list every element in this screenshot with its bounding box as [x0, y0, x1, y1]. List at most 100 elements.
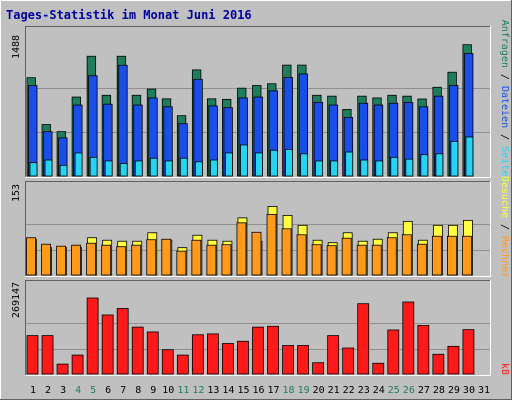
- day-label: 12: [192, 385, 204, 396]
- bar-rechner: [371, 244, 382, 276]
- bar-rechner: [281, 228, 292, 276]
- chart-title: Tages-Statistik im Monat Juni 2016: [6, 8, 252, 22]
- bar-seiten: [89, 156, 98, 177]
- bar-seiten: [330, 160, 339, 177]
- day-label: 11: [177, 385, 189, 396]
- panel-visits: [25, 181, 491, 277]
- day-label: 14: [222, 385, 234, 396]
- bar-seiten: [74, 152, 83, 177]
- legend-part: Rechner: [499, 236, 510, 278]
- bar-rechner: [131, 244, 142, 276]
- bar-seiten: [285, 148, 293, 177]
- bar-rechner: [161, 238, 172, 276]
- bar-rechner: [462, 235, 472, 276]
- day-label: 6: [105, 385, 111, 396]
- bar-rechner: [191, 239, 202, 276]
- legend-part: /: [499, 128, 510, 146]
- bar-seiten: [255, 152, 263, 177]
- bar-rechner: [416, 243, 427, 276]
- legend-requests-files-pages: Anfragen / Dateien / Seiten: [499, 20, 510, 183]
- bar-kb: [327, 335, 340, 375]
- bar-kb: [297, 345, 309, 375]
- bar-seiten: [119, 163, 128, 177]
- bar-rechner: [326, 245, 337, 276]
- bar-dateien: [118, 64, 128, 177]
- day-label: 20: [313, 385, 325, 396]
- bar-rechner: [146, 239, 157, 276]
- day-label: 21: [328, 385, 340, 396]
- panel-requests: [25, 26, 491, 178]
- legend-part: /: [499, 218, 510, 236]
- bar-seiten: [420, 154, 429, 177]
- bar-seiten: [209, 159, 218, 177]
- legend-part: Besuche: [499, 176, 510, 218]
- bar-rechner: [296, 234, 307, 276]
- legend-visits-hosts: Besuche / Rechner: [499, 176, 510, 278]
- day-label: 18: [283, 385, 295, 396]
- bar-seiten: [149, 157, 158, 177]
- day-label: 24: [373, 385, 385, 396]
- bar-seiten: [240, 144, 248, 177]
- day-label: 22: [343, 385, 355, 396]
- bar-rechner: [236, 222, 247, 276]
- day-label: 30: [463, 385, 475, 396]
- day-label: 4: [75, 385, 81, 396]
- bar-rechner: [56, 245, 66, 276]
- bar-rechner: [386, 237, 397, 276]
- bar-rechner: [341, 237, 352, 276]
- bar-seiten: [44, 159, 53, 177]
- day-label: 16: [252, 385, 264, 396]
- bar-rechner: [401, 234, 412, 276]
- bar-seiten: [360, 159, 369, 177]
- bar-kb: [372, 362, 385, 375]
- bar-kb: [342, 347, 355, 375]
- bar-rechner: [41, 243, 51, 276]
- legend-part: kB: [499, 363, 510, 375]
- legend-part: /: [499, 68, 510, 86]
- bar-seiten: [390, 156, 399, 177]
- bar-seiten: [405, 158, 414, 177]
- bar-kb: [101, 314, 114, 375]
- day-label: 29: [448, 385, 460, 396]
- bar-kb: [417, 325, 430, 375]
- bar-seiten: [345, 151, 354, 177]
- bar-rechner: [356, 244, 367, 276]
- day-label: 3: [60, 385, 66, 396]
- bar-seiten: [465, 136, 474, 177]
- day-label: 8: [135, 385, 141, 396]
- x-axis-day-labels: 1 2 3 4 5 6 7 8 9 10 11 12 13 14 15 16 17 18 19 20 21 22 23 24 2…: [30, 385, 490, 396]
- bar-kb: [237, 340, 249, 375]
- bar-kb: [131, 326, 144, 375]
- day-label: 15: [237, 385, 249, 396]
- bar-kb: [357, 303, 370, 375]
- bar-kb: [447, 345, 460, 375]
- day-label: 5: [90, 385, 96, 396]
- bar-kb: [462, 329, 475, 375]
- bar-kb: [161, 349, 174, 375]
- y-max-label-bottom: 269147: [11, 282, 22, 318]
- day-label: 2: [45, 385, 51, 396]
- panel-kbytes: [25, 280, 491, 376]
- bar-rechner: [221, 244, 232, 276]
- bar-seiten: [164, 160, 173, 177]
- bar-kb: [116, 308, 129, 375]
- bar-seiten: [375, 160, 384, 177]
- bar-kb: [176, 354, 189, 375]
- day-label: 25: [388, 385, 400, 396]
- bar-seiten: [104, 160, 113, 177]
- legend-part: Anfragen: [499, 20, 510, 68]
- bar-kb: [402, 301, 415, 375]
- bar-rechner: [251, 231, 262, 276]
- day-label: 1: [30, 385, 36, 396]
- bar-rechner: [116, 246, 127, 276]
- bar-seiten: [450, 141, 459, 177]
- bar-rechner: [266, 213, 277, 276]
- bar-kb: [252, 326, 264, 375]
- bar-rechner: [447, 235, 457, 276]
- day-label: 28: [433, 385, 445, 396]
- legend-part: Seiten: [499, 146, 510, 182]
- bar-kb: [71, 354, 84, 375]
- bar-kb: [56, 363, 69, 375]
- bar-rechner: [206, 244, 217, 276]
